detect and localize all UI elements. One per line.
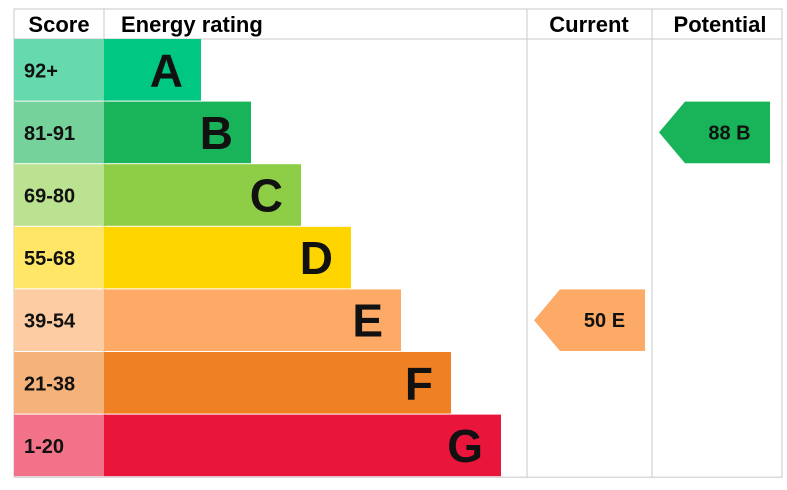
band-bar-e: [104, 289, 401, 351]
potential-rating-label: 88 B: [708, 122, 750, 144]
header-current: Current: [549, 12, 629, 37]
potential-rating-arrow: [659, 101, 770, 164]
header-score: Score: [28, 12, 89, 37]
score-label-f: 21-38: [24, 373, 75, 395]
rating-bands: 92+ A 81-91 B 69-80 C 55-68 D 39-54 E 21-38 F 1-20 G: [14, 39, 501, 477]
band-letter-f: F: [405, 357, 433, 409]
band-letter-g: G: [447, 420, 483, 472]
score-label-a: 92+: [24, 60, 58, 82]
score-label-g: 1-20: [24, 436, 64, 458]
score-cell-e: [14, 289, 104, 351]
score-cell-d: [14, 226, 104, 289]
score-cell-g: [14, 414, 104, 477]
score-cell-f: [14, 352, 104, 414]
band-bar-f: [104, 352, 451, 414]
band-letter-d: D: [300, 232, 333, 284]
current-rating-label: 50 E: [584, 310, 625, 332]
band-letter-b: B: [200, 107, 233, 159]
score-label-e: 39-54: [24, 311, 76, 333]
score-cell-a: [14, 39, 104, 101]
band-bar-b: [104, 101, 251, 164]
band-bar-c: [104, 164, 301, 226]
score-cell-b: [14, 101, 104, 164]
header-potential: Potential: [674, 12, 767, 37]
band-bar-g: [104, 414, 501, 477]
current-rating-arrow: [534, 289, 645, 351]
header-energy-rating: Energy rating: [121, 12, 263, 37]
band-letter-a: A: [150, 44, 183, 96]
score-label-c: 69-80: [24, 186, 75, 208]
score-label-b: 81-91: [24, 123, 75, 145]
band-bar-a: [104, 39, 201, 101]
score-cell-c: [14, 164, 104, 226]
band-letter-c: C: [250, 170, 283, 222]
rating-arrows: 50 E 88 B: [534, 101, 770, 351]
score-label-d: 55-68: [24, 248, 75, 270]
band-bar-d: [104, 226, 351, 289]
band-letter-e: E: [352, 295, 383, 347]
